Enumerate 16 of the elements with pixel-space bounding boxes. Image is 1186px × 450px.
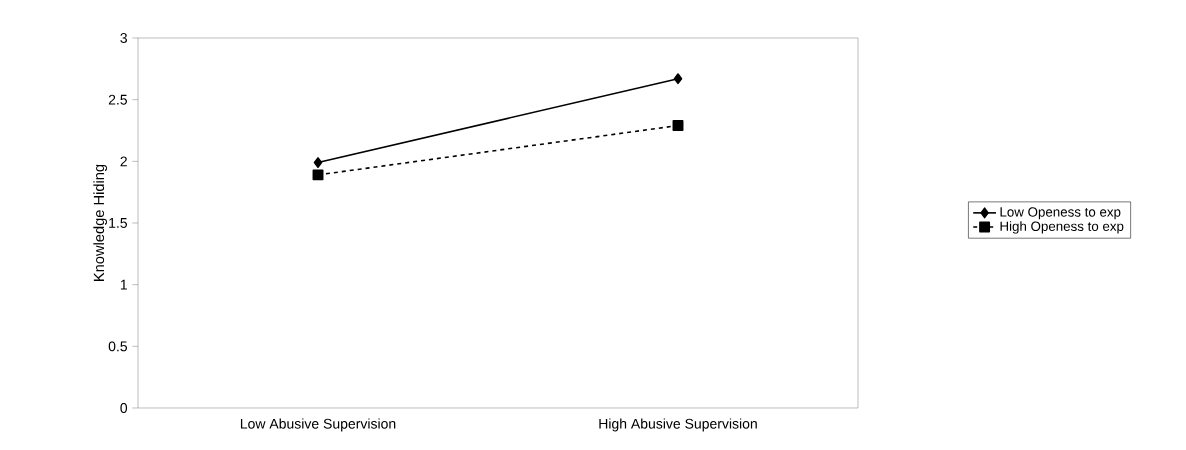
y-tick-label: 3: [120, 33, 127, 43]
x-tick-label: High Abusive Supervision: [599, 418, 757, 432]
legend-label: Low Openess to exp: [1000, 207, 1121, 220]
point: [313, 157, 323, 169]
y-tick-label: 0.5: [108, 341, 128, 352]
y-axis-title: Knowledge Hiding: [93, 164, 107, 281]
legend-label: High Openess to exp: [1000, 221, 1124, 234]
y-tick-label: 1.5: [109, 218, 128, 228]
y-tick-label: 2: [120, 156, 127, 167]
y-tick-label: 2.5: [108, 94, 128, 105]
point: [312, 169, 324, 181]
y-tick-label: 1: [120, 279, 127, 290]
point: [672, 120, 684, 132]
point: [673, 73, 683, 85]
y-tick-label: 0: [120, 403, 128, 413]
x-tick-label: Low Abusive Supervision: [240, 418, 396, 432]
